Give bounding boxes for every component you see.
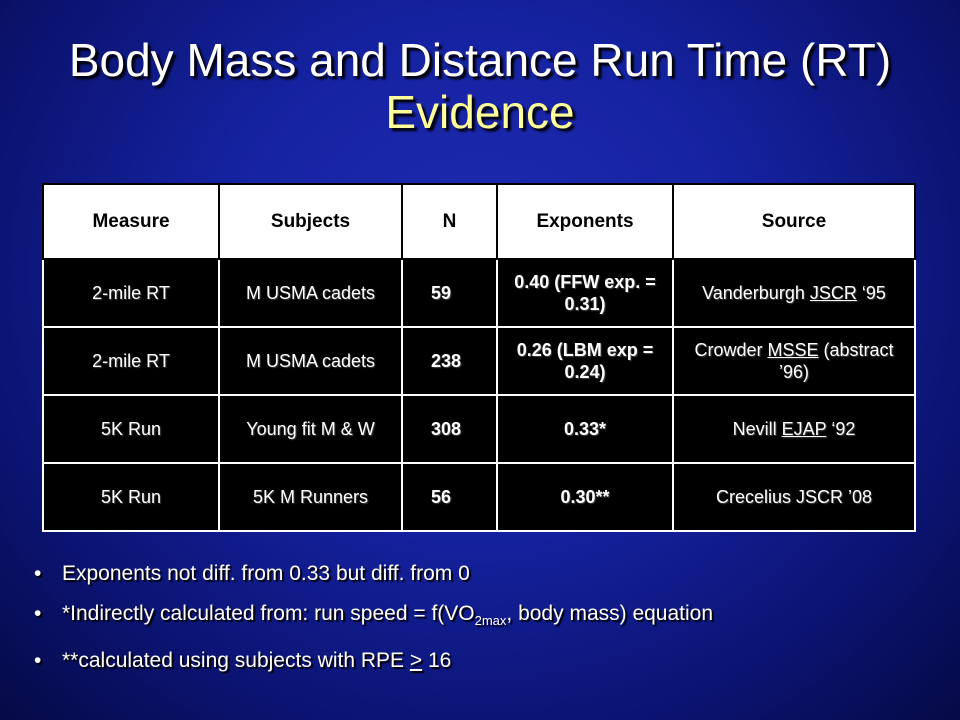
header-subjects: Subjects: [218, 183, 403, 260]
bullet-marker: •: [34, 602, 42, 625]
header-measure: Measure: [42, 183, 220, 260]
note-item: • Exponents not diff. from 0.33 but diff…: [32, 560, 952, 587]
source-text: Crecelius JSCR ’08: [715, 487, 873, 507]
slide-title: Body Mass and Distance Run Time (RT) Evi…: [0, 34, 960, 138]
cell-subjects: M USMA cadets: [218, 326, 403, 396]
note-symbol: >: [409, 649, 423, 673]
table-row: 2-mile RT M USMA cadets 59 0.40 (FFW exp…: [42, 258, 916, 328]
note-text-end: 16: [422, 649, 452, 673]
bullet-marker: •: [34, 562, 42, 585]
source-journal: EJAP: [781, 419, 827, 439]
header-n: N: [401, 183, 498, 260]
cell-exponents: 0.40 (FFW exp. = 0.31): [496, 258, 674, 328]
cell-n: 238: [401, 326, 498, 396]
table-header-row: Measure Subjects N Exponents Source: [42, 183, 916, 260]
table-row: 2-mile RT M USMA cadets 238 0.26 (LBM ex…: [42, 326, 916, 396]
header-exponents: Exponents: [496, 183, 674, 260]
cell-exponents: 0.33*: [496, 394, 674, 464]
cell-measure: 5K Run: [42, 462, 220, 532]
note-text-end: , body mass) equation: [506, 602, 714, 625]
table-row: 5K Run 5K M Runners 56 0.30** Crecelius …: [42, 462, 916, 532]
source-journal: MSSE: [767, 340, 819, 360]
cell-measure: 5K Run: [42, 394, 220, 464]
title-line-2: Evidence: [385, 86, 575, 138]
header-source: Source: [672, 183, 916, 260]
notes-list: • Exponents not diff. from 0.33 but diff…: [32, 560, 952, 687]
cell-n: 308: [401, 394, 498, 464]
source-text: Crowder: [694, 340, 768, 360]
note-item: • *Indirectly calculated from: run speed…: [32, 600, 952, 634]
source-text: Nevill: [732, 419, 782, 439]
cell-n: 56: [401, 462, 498, 532]
source-journal: JSCR: [809, 283, 857, 303]
bullet-marker: •: [34, 649, 42, 673]
evidence-table: Measure Subjects N Exponents Source 2-mi…: [42, 183, 916, 532]
cell-measure: 2-mile RT: [42, 326, 220, 396]
table-row: 5K Run Young fit M & W 308 0.33* Nevill …: [42, 394, 916, 464]
cell-measure: 2-mile RT: [42, 258, 220, 328]
source-year: (abstract ’96): [778, 340, 894, 382]
cell-subjects: Young fit M & W: [218, 394, 403, 464]
note-subscript: 2max: [474, 613, 507, 629]
cell-n: 59: [401, 258, 498, 328]
source-year: ‘95: [856, 283, 886, 303]
cell-exponents: 0.26 (LBM exp = 0.24): [496, 326, 674, 396]
title-line-1: Body Mass and Distance Run Time (RT): [68, 34, 892, 86]
cell-exponents: 0.30**: [496, 462, 674, 532]
cell-subjects: M USMA cadets: [218, 258, 403, 328]
cell-source: Nevill EJAP ‘92: [672, 394, 916, 464]
note-text: Exponents not diff. from 0.33 but diff. …: [62, 562, 470, 585]
cell-source: Vanderburgh JSCR ‘95: [672, 258, 916, 328]
cell-source: Crowder MSSE (abstract ’96): [672, 326, 916, 396]
source-year: ‘92: [826, 419, 856, 439]
cell-source: Crecelius JSCR ’08: [672, 462, 916, 532]
cell-subjects: 5K M Runners: [218, 462, 403, 532]
source-text: Vanderburgh: [702, 283, 810, 303]
note-text: **calculated using subjects with RPE: [62, 649, 410, 673]
note-text: *Indirectly calculated from: run speed =…: [62, 602, 475, 625]
note-item: • **calculated using subjects with RPE >…: [32, 647, 952, 674]
